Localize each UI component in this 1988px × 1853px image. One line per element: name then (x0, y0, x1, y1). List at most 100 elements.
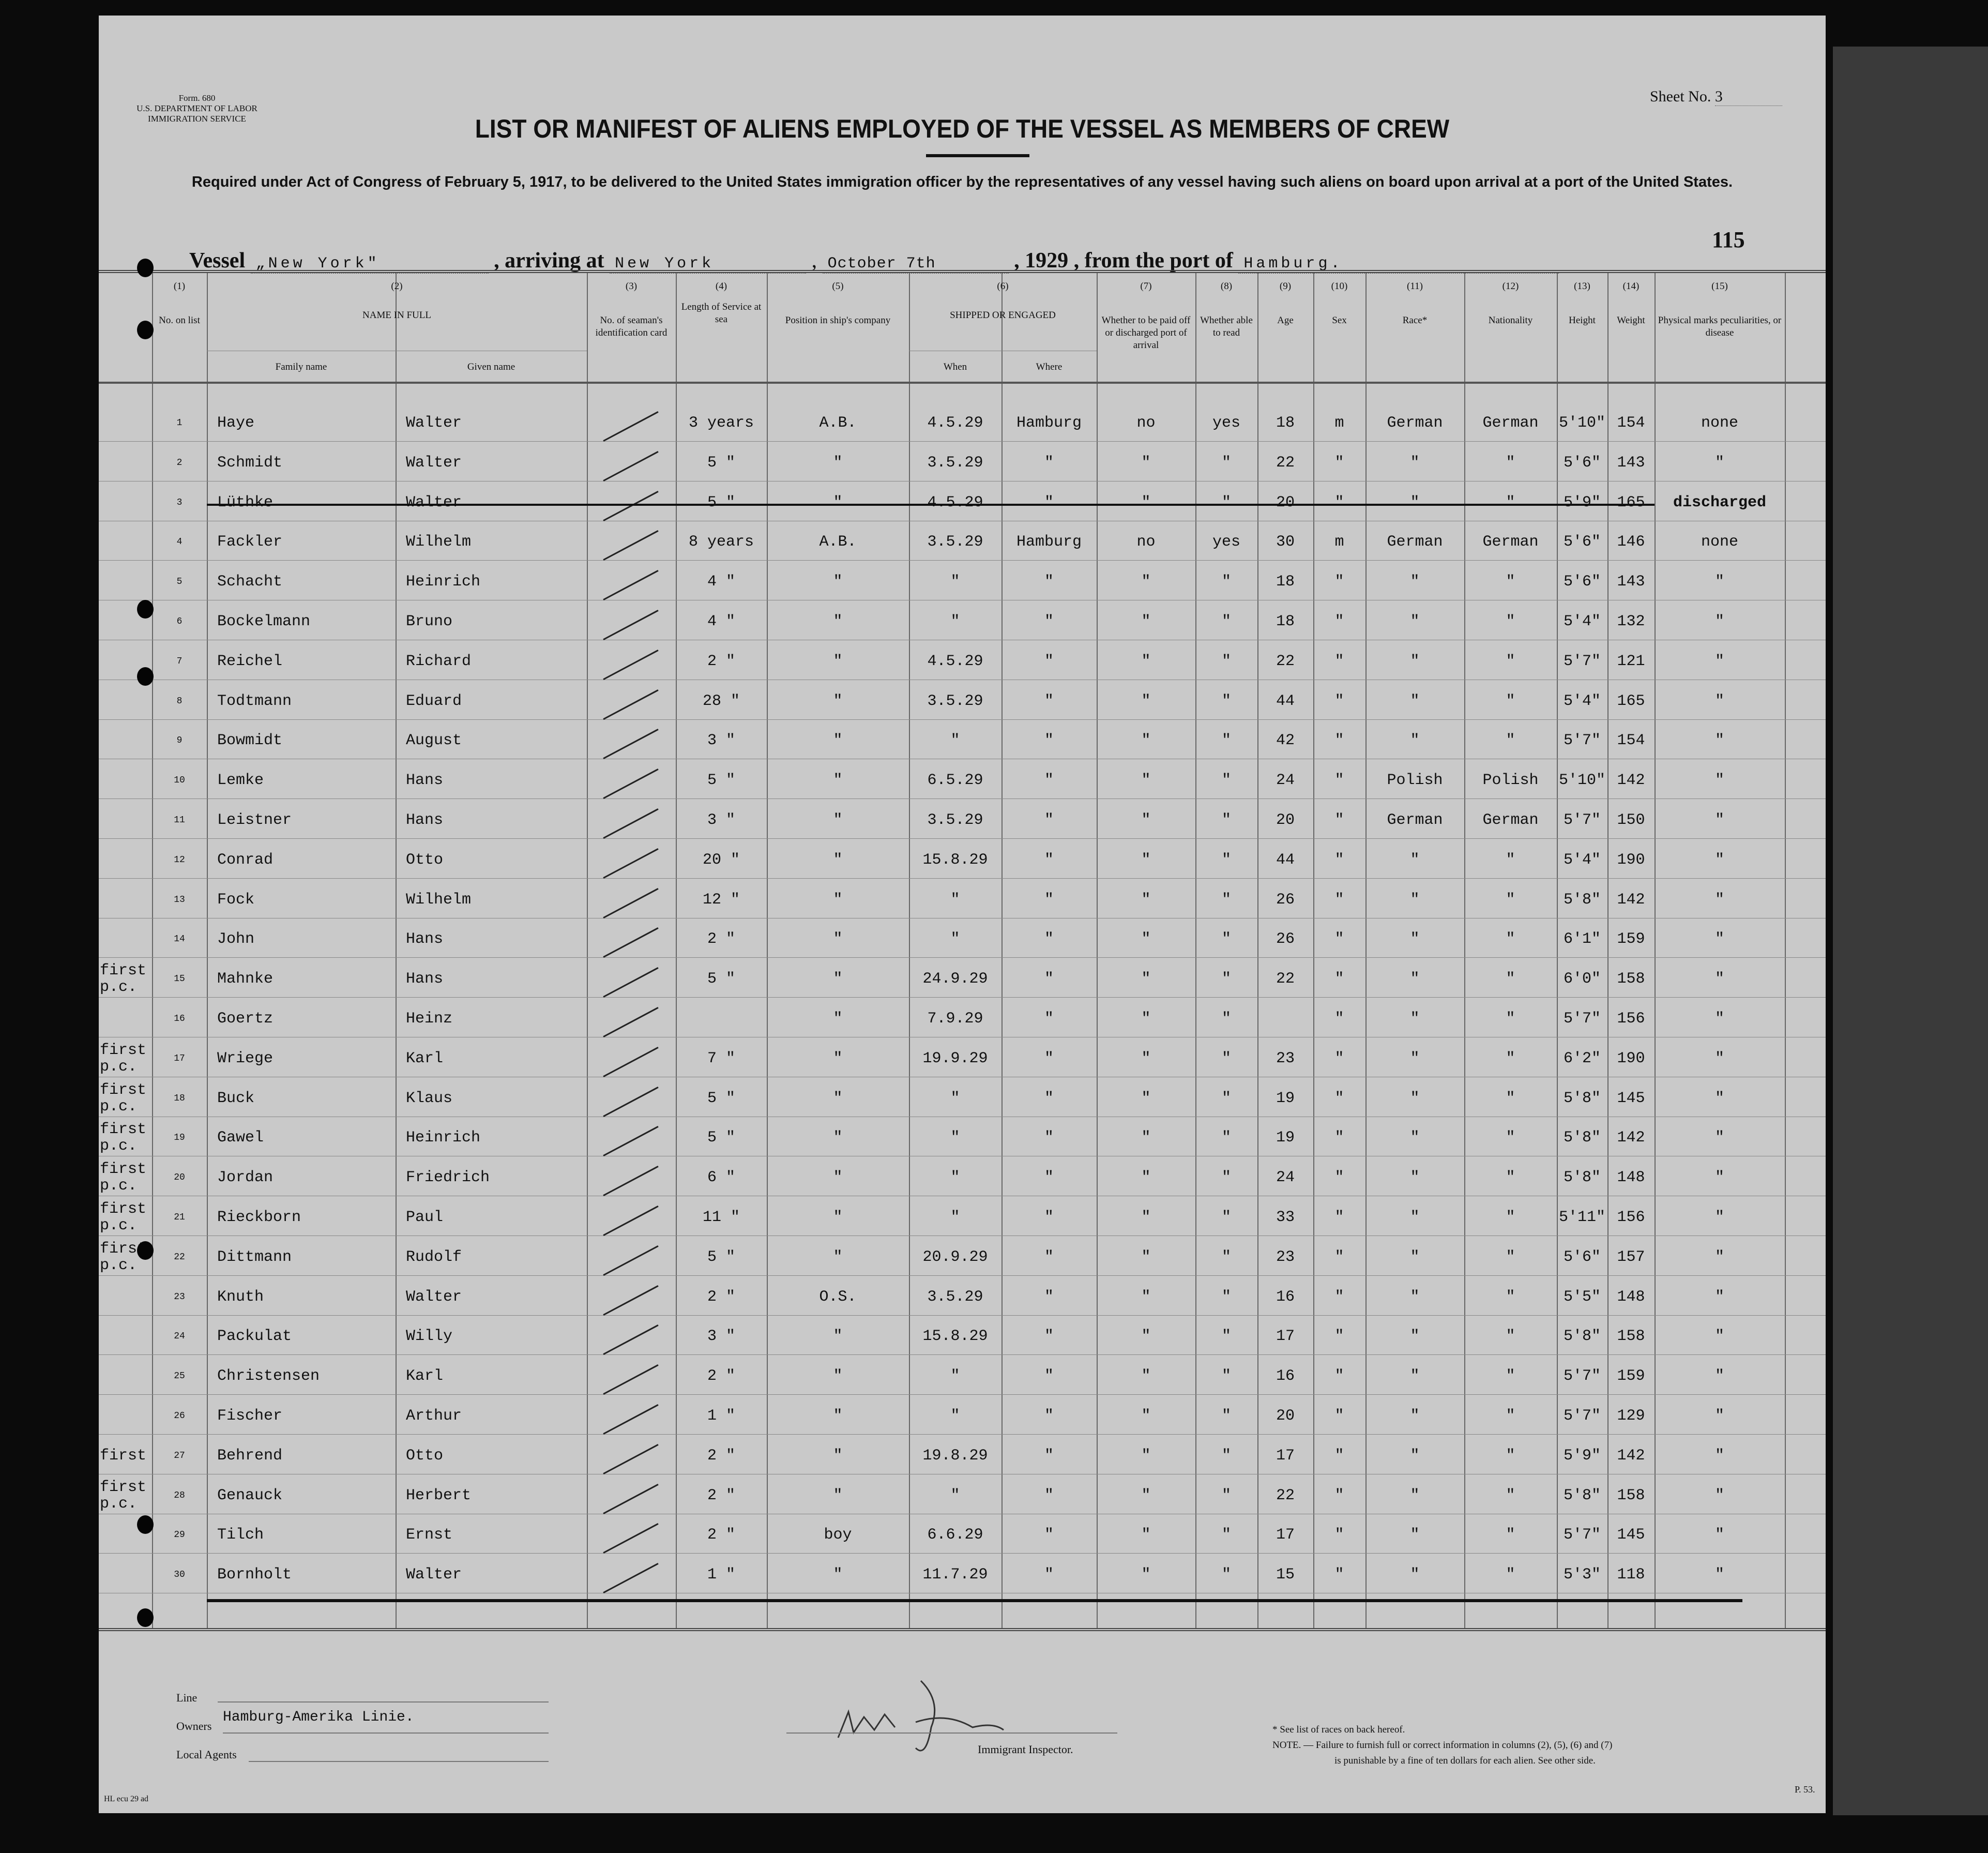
cell-weight: 159 (1617, 1367, 1645, 1385)
cell-read: " (1221, 1209, 1231, 1226)
cell-family: Gawel (217, 1129, 264, 1147)
punch-hole (137, 1608, 154, 1627)
cell-when: 20.9.29 (922, 1248, 988, 1266)
cell-height: 5'6" (1563, 573, 1601, 591)
cell-when: " (950, 1129, 960, 1147)
cell-family: Conrad (217, 851, 274, 869)
column-rule (676, 273, 677, 1628)
cell-age: 24 (1276, 1169, 1295, 1187)
cell-when: 4.5.29 (927, 414, 983, 432)
vessel-line: Vessel „New York" , arriving at New York… (189, 248, 1792, 274)
cell-marks: " (1714, 1288, 1724, 1306)
cell-family: Packulat (217, 1328, 292, 1346)
column-header: Age (1277, 315, 1294, 326)
cell-family: Mahnke (217, 970, 274, 988)
cell-paid: " (1141, 1447, 1151, 1465)
cell-race: " (1410, 613, 1420, 630)
cell-where: " (1044, 1328, 1054, 1346)
cell-weight: 157 (1617, 1248, 1645, 1266)
cell-weight: 118 (1617, 1566, 1645, 1584)
cell-paid: " (1141, 1328, 1151, 1346)
id-card-checkmark (603, 1523, 659, 1554)
cell-length: 11 " (702, 1209, 740, 1226)
cell-sex: " (1334, 891, 1344, 909)
cell-race: " (1410, 454, 1420, 472)
cell-marks: none (1701, 533, 1738, 551)
cell-nationality: Polish (1482, 772, 1539, 790)
cell-given: Heinrich (406, 1129, 481, 1147)
cell-no: 7 (176, 656, 183, 667)
column-header: No. of seaman's identification card (595, 315, 667, 338)
cell-given: Rudolf (406, 1248, 462, 1266)
cell-marks: discharged (1673, 493, 1767, 511)
cell-age: 24 (1276, 772, 1295, 790)
cell-position: " (833, 1049, 843, 1067)
cell-family: Dittmann (217, 1248, 292, 1266)
cell-read: " (1221, 1526, 1231, 1544)
cell-marks: " (1714, 1486, 1724, 1504)
cell-nationality: " (1506, 1367, 1515, 1385)
cell-position: " (833, 613, 843, 630)
id-card-checkmark (603, 649, 659, 680)
cell-read: " (1221, 613, 1231, 630)
cell-read: " (1221, 851, 1231, 869)
column-subheader: Given name (467, 361, 515, 372)
cell-height: 5'11" (1558, 1209, 1605, 1226)
cell-where: " (1044, 851, 1054, 869)
page-title: LIST OR MANIFEST OF ALIENS EMPLOYED OF T… (475, 114, 1450, 143)
cell-nationality: " (1506, 732, 1515, 750)
cell-given: Hans (406, 772, 444, 790)
cell-sex: " (1334, 692, 1344, 710)
margin-note: first (100, 1447, 147, 1465)
id-card-checkmark (603, 927, 659, 958)
id-card-checkmark (603, 887, 659, 918)
cell-age: 18 (1276, 613, 1295, 630)
cell-marks: " (1714, 1169, 1724, 1187)
manifest-page: Form. 680 U.S. DEPARTMENT OF LABOR IMMIG… (99, 16, 1826, 1813)
cell-marks: " (1714, 930, 1724, 948)
cell-read: " (1221, 454, 1231, 472)
column-rule (767, 273, 768, 1628)
crew-table: (1) No. on list (2) NAME IN FULL Family name… (99, 270, 1826, 1631)
cell-family: Lemke (217, 772, 264, 790)
cell-position: " (833, 891, 843, 909)
cell-read: " (1221, 1049, 1231, 1067)
cell-height: 5'9" (1563, 493, 1601, 511)
subtitle: Required under Act of Congress of Februa… (191, 174, 1733, 190)
column-header: Whether able to read (1200, 315, 1253, 338)
cell-given: Otto (406, 851, 444, 869)
cell-length: 8 years (688, 533, 754, 551)
cell-length: 4 " (707, 613, 735, 630)
cell-sex: " (1334, 1447, 1344, 1465)
cell-paid: " (1141, 1209, 1151, 1226)
cell-age: 22 (1276, 1486, 1295, 1504)
cell-position: " (833, 1367, 843, 1385)
cell-race: " (1410, 1248, 1420, 1266)
cell-race: " (1410, 1486, 1420, 1504)
id-card-checkmark (603, 967, 659, 998)
cell-race: " (1410, 573, 1420, 591)
cell-marks: " (1714, 851, 1724, 869)
cell-paid: " (1141, 811, 1151, 829)
cell-read: " (1221, 1486, 1231, 1504)
cell-position: " (833, 692, 843, 710)
id-card-checkmark (603, 1007, 659, 1037)
column-rule (1607, 273, 1608, 1628)
cell-when: 15.8.29 (922, 851, 988, 869)
cell-given: Walter (406, 1288, 462, 1306)
cell-given: Ernst (406, 1526, 453, 1544)
cell-nationality: German (1482, 414, 1539, 432)
cell-when: " (950, 573, 960, 591)
cell-where: " (1044, 1129, 1054, 1147)
cell-where: " (1044, 1526, 1054, 1544)
column-rule (1655, 273, 1656, 1628)
cell-nationality: " (1506, 930, 1515, 948)
cell-read: " (1221, 1447, 1231, 1465)
inspector-signature (828, 1670, 1014, 1766)
cell-weight: 148 (1617, 1288, 1645, 1306)
year-label: , 19 (1014, 249, 1047, 273)
owners-value: Hamburg-Amerika Linie. (223, 1709, 414, 1725)
cell-position: O.S. (819, 1288, 857, 1306)
punch-hole (137, 1241, 154, 1260)
row-rule (99, 719, 1826, 720)
